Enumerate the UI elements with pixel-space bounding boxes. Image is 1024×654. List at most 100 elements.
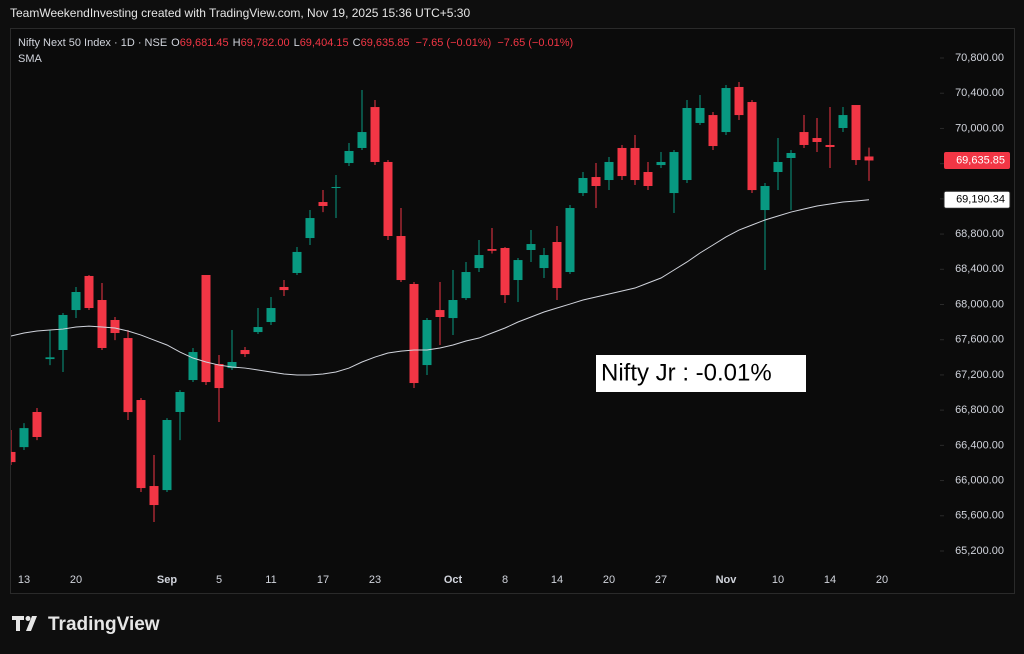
legend-change: −7.65 (−0.01%) [497, 37, 573, 49]
header: TeamWeekendInvesting created with Tradin… [10, 6, 470, 20]
candle-body [617, 147, 627, 177]
candle-body [45, 357, 55, 360]
candle-body [760, 186, 770, 211]
y-tick-label: 68,000.00 [955, 298, 1004, 310]
x-tick-label: Oct [444, 574, 463, 586]
candle-body [734, 86, 744, 116]
x-tick-label: 20 [876, 574, 888, 586]
x-tick-label: 27 [655, 574, 667, 586]
candle-body [97, 300, 107, 348]
candle-body [539, 255, 549, 269]
y-tick-label: 67,600.00 [955, 334, 1004, 346]
candle-body [630, 147, 640, 181]
x-tick-label: 20 [603, 574, 615, 586]
x-tick-label: 11 [265, 574, 276, 586]
y-tick-label: 68,800.00 [955, 228, 1004, 240]
candle-body [136, 400, 146, 489]
candle-body [240, 350, 250, 355]
legend-key: H [233, 37, 241, 49]
x-tick-label: Sep [157, 574, 177, 586]
legend-symbol: Nifty Next 50 Index · 1D · NSE [18, 37, 167, 49]
candle-body [19, 428, 29, 448]
candle-body [513, 260, 523, 281]
candle-body [669, 152, 679, 194]
last-price-box [944, 151, 1010, 169]
candle-body [292, 251, 302, 273]
candle-body [305, 218, 315, 239]
x-tick-label: 8 [502, 574, 508, 586]
candle-body [656, 161, 666, 166]
candle-body [227, 361, 237, 369]
candle-body [773, 161, 783, 173]
candle-body [799, 132, 809, 145]
candle-body [344, 150, 354, 164]
y-tick-label: 66,400.00 [955, 439, 1004, 451]
legend-value: 69,782.00 [241, 37, 290, 49]
candle-body [526, 244, 536, 251]
candle-body [474, 255, 484, 269]
candle-body [409, 283, 419, 384]
candle-body [435, 310, 445, 318]
plot [11, 82, 874, 523]
y-tick-label: 70,400.00 [955, 87, 1004, 99]
y-tick-label: 66,800.00 [955, 404, 1004, 416]
candle-body [71, 291, 81, 311]
sma-value-label: 69,190.34 [956, 194, 1005, 206]
candle-body [487, 249, 497, 251]
candle-body [578, 177, 588, 194]
logo-icon [12, 616, 37, 631]
candle-body [357, 132, 367, 148]
candle-body [162, 419, 172, 491]
legend-value: 69,404.15 [300, 37, 349, 49]
x-tick-label: 14 [824, 574, 836, 586]
candle-body [149, 486, 159, 506]
candle-body [825, 144, 835, 148]
candle-body [383, 161, 393, 237]
candle-body [123, 338, 133, 413]
candle-body [11, 451, 16, 463]
legend-sma: SMA [18, 53, 43, 65]
candle-body [318, 202, 328, 206]
candle-body [604, 161, 614, 181]
x-tick-label: 14 [551, 574, 563, 586]
candle-body [721, 88, 731, 133]
candle-body [32, 411, 42, 437]
annotation: Nifty Jr : -0.01% [601, 359, 772, 386]
candle-body [838, 115, 848, 128]
legend-value: 69,635.85 [361, 37, 410, 49]
candle-body [266, 308, 276, 323]
legend-key: C [353, 37, 361, 49]
y-tick-label: 65,600.00 [955, 510, 1004, 522]
candle-body [695, 108, 705, 123]
legend-text: Nifty Next 50 Index · 1D · NSE O69,681.45… [18, 37, 573, 49]
candle-body [396, 236, 406, 281]
candle-body [708, 115, 718, 147]
x-tick-label: 17 [317, 574, 329, 586]
y-tick-label: 70,800.00 [955, 52, 1004, 64]
candle-body [812, 138, 822, 142]
candle-body [201, 275, 211, 383]
sma-line [11, 199, 870, 376]
y-tick-label: 70,000.00 [955, 122, 1004, 134]
legend-value: 69,681.45 [180, 37, 229, 49]
logo-text: TradingView [48, 614, 160, 635]
x-tick-label: 13 [18, 574, 30, 586]
candle-body [448, 300, 458, 319]
candle-body [851, 105, 861, 161]
candle-body [591, 177, 601, 187]
candle-body [552, 241, 562, 289]
annotation-box [596, 355, 806, 392]
candle-body [279, 286, 289, 291]
y-tick-label: 68,400.00 [955, 263, 1004, 275]
x-tick-label: 5 [216, 574, 222, 586]
last-price-label: 69,635.85 [956, 154, 1005, 166]
x-tick-label: 10 [772, 574, 784, 586]
sma-value-box [943, 190, 1011, 209]
candle-body [565, 208, 575, 273]
legend-key: L [294, 37, 300, 49]
candle-body [461, 272, 471, 299]
candle-body [84, 275, 94, 309]
candle-body [682, 108, 692, 181]
